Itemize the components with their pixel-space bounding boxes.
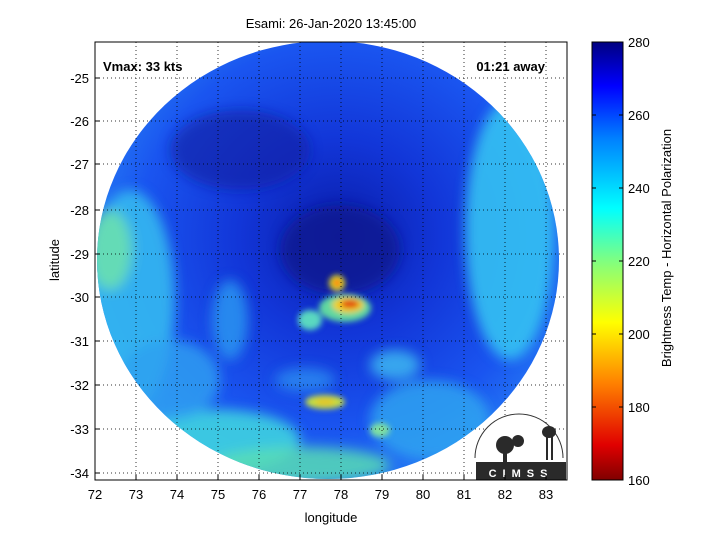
x-tick-label: 75 xyxy=(211,487,225,502)
y-tick-label: -26 xyxy=(70,114,89,129)
axes-frame xyxy=(94,41,568,481)
colorbar-label: Brightness Temp - Horizontal Polarizatio… xyxy=(659,129,674,367)
x-tick-label: 73 xyxy=(129,487,143,502)
colorbar-gradient xyxy=(591,41,624,481)
x-tick-label: 81 xyxy=(457,487,471,502)
plot-area: CIMSS xyxy=(95,42,567,480)
y-axis-label: latitude xyxy=(47,239,62,281)
colorbar-tick-label: 180 xyxy=(628,400,650,415)
x-axis-label: longitude xyxy=(305,510,358,525)
y-tick-label: -29 xyxy=(70,247,89,262)
tick-marks xyxy=(95,77,547,480)
colorbar: 280 260 240 220 200 180 160 Brightness T… xyxy=(591,35,674,488)
x-tick-label: 72 xyxy=(88,487,102,502)
x-tick-label: 76 xyxy=(252,487,266,502)
colorbar-tick-label: 260 xyxy=(628,108,650,123)
y-tick-label: -33 xyxy=(70,422,89,437)
y-tick-label: -34 xyxy=(70,466,89,481)
logo-text: CIMSS xyxy=(489,468,554,480)
x-tick-label: 82 xyxy=(498,487,512,502)
y-tick-label: -27 xyxy=(70,157,89,172)
time-away-label: 01:21 away xyxy=(476,59,545,74)
colorbar-tick-label: 240 xyxy=(628,181,650,196)
x-tick-label: 83 xyxy=(539,487,553,502)
x-tick-label: 79 xyxy=(375,487,389,502)
chart-title: Esami: 26-Jan-2020 13:45:00 xyxy=(246,16,417,31)
y-tick-label: -30 xyxy=(70,290,89,305)
colorbar-tick-label: 220 xyxy=(628,254,650,269)
y-tick-labels: -25 -26 -27 -28 -29 -30 -31 -32 -33 -34 xyxy=(70,71,89,481)
vmax-label: Vmax: 33 kts xyxy=(103,59,183,74)
y-tick-label: -31 xyxy=(70,334,89,349)
x-tick-label: 78 xyxy=(334,487,348,502)
colorbar-tick-label: 200 xyxy=(628,327,650,342)
colorbar-tick-label: 280 xyxy=(628,35,650,50)
x-tick-label: 80 xyxy=(416,487,430,502)
x-tick-labels: 72 73 74 75 76 77 78 79 80 81 82 83 xyxy=(88,487,553,502)
y-tick-label: -32 xyxy=(70,378,89,393)
x-tick-label: 74 xyxy=(170,487,184,502)
x-tick-label: 77 xyxy=(293,487,307,502)
grid-lines xyxy=(95,42,567,480)
cimss-logo-icon: CIMSS xyxy=(472,413,567,480)
colorbar-tick-label: 160 xyxy=(628,473,650,488)
y-tick-label: -25 xyxy=(70,71,89,86)
y-tick-label: -28 xyxy=(70,203,89,218)
